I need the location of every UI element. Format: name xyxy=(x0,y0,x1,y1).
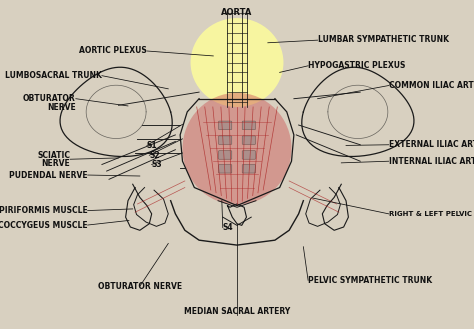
Ellipse shape xyxy=(182,93,292,205)
Text: HYPOGASTRIC PLEXUS: HYPOGASTRIC PLEXUS xyxy=(308,61,405,70)
Text: NERVE: NERVE xyxy=(41,159,70,168)
FancyBboxPatch shape xyxy=(219,121,232,130)
Text: OBTURATOR NERVE: OBTURATOR NERVE xyxy=(98,282,182,291)
Text: MEDIAN SACRAL ARTERY: MEDIAN SACRAL ARTERY xyxy=(184,308,290,316)
FancyBboxPatch shape xyxy=(242,121,255,130)
FancyBboxPatch shape xyxy=(242,151,255,159)
Text: AORTIC PLEXUS: AORTIC PLEXUS xyxy=(79,46,147,56)
Text: LUMBOSACRAL TRUNK: LUMBOSACRAL TRUNK xyxy=(5,71,102,80)
Text: PELVIC SYMPATHETIC TRUNK: PELVIC SYMPATHETIC TRUNK xyxy=(308,276,432,285)
Text: EXTERNAL ILIAC ARTERY: EXTERNAL ILIAC ARTERY xyxy=(389,140,474,149)
Text: INTERNAL ILIAC ARTERY: INTERNAL ILIAC ARTERY xyxy=(389,157,474,166)
Text: AORTA: AORTA xyxy=(221,8,253,17)
Text: NERVE: NERVE xyxy=(47,103,76,113)
Text: S4: S4 xyxy=(223,223,233,232)
Text: COCCYGEUS MUSCLE: COCCYGEUS MUSCLE xyxy=(0,220,88,230)
FancyBboxPatch shape xyxy=(219,164,232,173)
Text: SCIATIC: SCIATIC xyxy=(37,151,70,160)
Text: PIRIFORMIS MUSCLE: PIRIFORMIS MUSCLE xyxy=(0,206,88,215)
Ellipse shape xyxy=(191,18,283,107)
FancyBboxPatch shape xyxy=(219,136,232,144)
Text: OBTURATOR: OBTURATOR xyxy=(23,94,76,103)
FancyBboxPatch shape xyxy=(219,151,232,159)
Text: LUMBAR SYMPATHETIC TRUNK: LUMBAR SYMPATHETIC TRUNK xyxy=(318,35,448,44)
Text: S1: S1 xyxy=(147,141,157,150)
Text: PUDENDAL NERVE: PUDENDAL NERVE xyxy=(9,170,88,180)
FancyBboxPatch shape xyxy=(242,136,255,144)
Text: RIGHT & LEFT PELVIC PLEXUSES: RIGHT & LEFT PELVIC PLEXUSES xyxy=(389,211,474,217)
FancyBboxPatch shape xyxy=(242,164,255,173)
Text: S3: S3 xyxy=(152,160,162,169)
Text: S2: S2 xyxy=(149,151,160,160)
Text: COMMON ILIAC ARTERY: COMMON ILIAC ARTERY xyxy=(389,81,474,90)
